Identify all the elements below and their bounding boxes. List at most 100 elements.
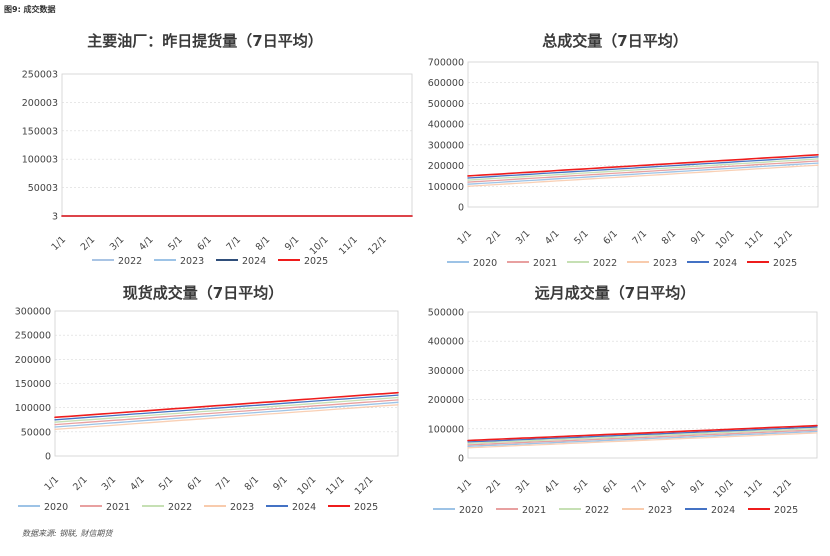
legend-label-2021: 2021: [533, 258, 557, 269]
y-tick-label: 0: [458, 454, 464, 465]
legend-label-2025: 2025: [304, 256, 328, 267]
series-line-2024: [54, 394, 399, 421]
series-line-2023: [54, 404, 399, 431]
x-tick-label: 10/1: [308, 234, 331, 257]
x-tick-label: 3/1: [100, 474, 119, 493]
x-tick-label: 8/1: [660, 228, 679, 247]
legend-label-2023: 2023: [230, 502, 254, 513]
y-tick-label: 700000: [428, 58, 464, 69]
x-tick-label: 9/1: [689, 228, 708, 247]
series-line-2022: [54, 396, 399, 423]
y-tick-label: 100000: [428, 424, 464, 435]
x-tick-label: 2/1: [71, 474, 90, 493]
y-tick-label: 300000: [15, 307, 51, 318]
x-tick-label: 12/1: [366, 234, 389, 257]
plot-area: [61, 73, 413, 217]
plot-area: [467, 61, 819, 208]
legend-label-2023: 2023: [653, 258, 677, 269]
legend-label-2022: 2022: [168, 502, 192, 513]
chart-title: 远月成交量（7日平均）: [535, 284, 695, 302]
series-line-2020: [54, 401, 399, 428]
series-line-2022: [467, 427, 818, 445]
legend-label-2024: 2024: [711, 505, 735, 516]
series-line-2023: [467, 164, 819, 187]
x-tick-label: 12/1: [771, 477, 794, 500]
y-tick-label: 0: [45, 452, 51, 463]
x-tick-label: 5/1: [572, 228, 591, 247]
legend-label-2024: 2024: [713, 258, 737, 269]
x-tick-label: 2/1: [79, 234, 98, 253]
series-line-2021: [54, 399, 399, 426]
x-tick-label: 2/1: [485, 228, 504, 247]
chart-title: 现货成交量（7日平均）: [123, 284, 283, 302]
y-tick-label: 300000: [428, 140, 464, 151]
legend-label-2023: 2023: [648, 505, 672, 516]
x-tick-label: 1/1: [50, 234, 69, 253]
series-line-2025: [467, 424, 818, 442]
chart-svg: 现货成交量（7日平均） 0 50000 100000 150000 200000 25000…: [15, 284, 399, 513]
legend-label-2022: 2022: [585, 505, 609, 516]
x-tick-label: 11/1: [337, 234, 360, 257]
x-tick-label: 6/1: [601, 477, 620, 496]
series-line-2025: [54, 391, 399, 419]
plot-area: [54, 310, 399, 457]
x-tick-label: 10/1: [713, 477, 736, 500]
y-tick-label: 600000: [428, 78, 464, 89]
y-tick-label: 200000: [15, 355, 51, 366]
chart-svg: 远月成交量（7日平均） 0 100000 200000 300000 400000 5000…: [428, 284, 818, 516]
legend-label-2025: 2025: [773, 258, 797, 269]
x-tick-label: 7/1: [225, 234, 244, 253]
series-line-2024: [467, 156, 819, 179]
x-tick-label: 4/1: [543, 228, 562, 247]
legend-label-2022: 2022: [118, 256, 142, 267]
y-tick-label: 250003: [22, 70, 58, 81]
figure-header: 图9: 成交数据: [4, 5, 56, 14]
x-tick-label: 9/1: [283, 234, 302, 253]
y-tick-label: 500000: [428, 308, 464, 319]
chart-title: 总成交量（7日平均）: [542, 32, 687, 50]
y-tick-label: 150003: [22, 126, 58, 137]
chart-title: 主要油厂：昨日提货量（7日平均）: [87, 32, 322, 50]
x-tick-label: 5/1: [157, 474, 176, 493]
legend-label-2020: 2020: [459, 505, 483, 516]
x-tick-label: 4/1: [128, 474, 147, 493]
x-tick-label: 12/1: [353, 474, 376, 497]
y-tick-label: 3: [52, 212, 58, 223]
x-tick-label: 12/1: [772, 228, 795, 251]
x-tick-label: 7/1: [631, 228, 650, 247]
y-tick-label: 250000: [15, 331, 51, 342]
y-tick-label: 100000: [428, 182, 464, 193]
chart-panel-oil-mill-pickup: 主要油厂：昨日提货量（7日平均） 3 50003 100003 150003 200003…: [0, 22, 420, 274]
chart-svg: 总成交量（7日平均） 0 100000 200000 300000 400000 50000…: [428, 32, 819, 269]
y-tick-label: 200000: [428, 161, 464, 172]
series-line-2020: [467, 430, 818, 447]
chart-panel-forward-volume: 远月成交量（7日平均） 0 100000 200000 300000 400000 5000…: [415, 278, 830, 524]
x-tick-label: 11/1: [742, 477, 765, 500]
x-tick-label: 9/1: [688, 477, 707, 496]
y-tick-label: 50003: [28, 183, 58, 194]
y-tick-label: 0: [458, 203, 464, 214]
legend-label-2025: 2025: [774, 505, 798, 516]
x-tick-label: 1/1: [456, 228, 475, 247]
x-tick-label: 5/1: [572, 477, 591, 496]
x-tick-label: 1/1: [456, 477, 475, 496]
series-line-2021: [467, 429, 818, 446]
series-line-2020: [467, 162, 819, 185]
legend-label-2024: 2024: [242, 256, 266, 267]
y-tick-label: 400000: [428, 337, 464, 348]
series-line-2024: [467, 426, 818, 443]
legend-label-2020: 2020: [473, 258, 497, 269]
x-tick-label: 1/1: [43, 474, 62, 493]
legend-label-2024: 2024: [292, 502, 316, 513]
series-line-2025: [467, 154, 819, 177]
legend-label-2025: 2025: [354, 502, 378, 513]
source-note: 数据来源: 钢联, 财信期货: [22, 529, 113, 538]
legend-label-2021: 2021: [106, 502, 130, 513]
series-line-2022: [467, 158, 819, 181]
legend-label-2021: 2021: [522, 505, 546, 516]
y-tick-label: 200000: [428, 395, 464, 406]
x-tick-label: 10/1: [296, 474, 319, 497]
x-tick-label: 3/1: [108, 234, 127, 253]
x-tick-label: 3/1: [514, 477, 533, 496]
x-tick-label: 11/1: [743, 228, 766, 251]
